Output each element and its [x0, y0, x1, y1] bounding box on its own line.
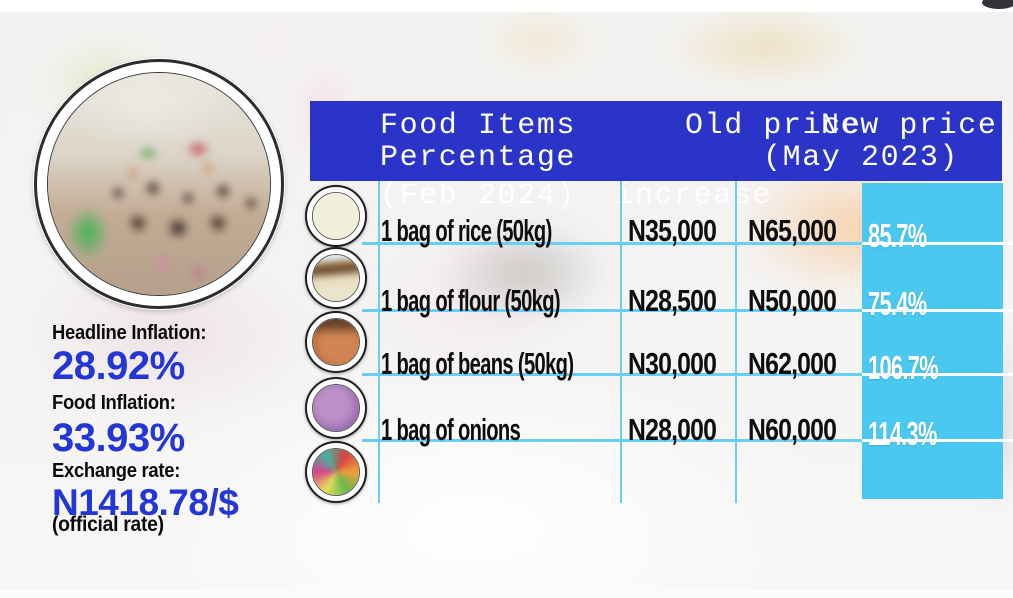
beans-icon [305, 311, 367, 373]
header-percentage: Percentage [380, 141, 577, 175]
header-feb-2024-increase: (Feb 2024) increase [380, 179, 773, 213]
row4-item: 1 bag of onions [381, 412, 521, 447]
header-may-2023: (May 2023) [763, 141, 960, 175]
header-food-items: Food Items [380, 109, 577, 143]
peppers-icon [305, 441, 367, 503]
row3-item: 1 bag of beans (50kg) [381, 346, 574, 381]
row2-old-price: N28,500 [628, 283, 717, 318]
row2-percent: 75.4% [868, 285, 927, 322]
header-new-price: New price [821, 109, 998, 143]
food-inflation-label: Food Inflation: [52, 392, 176, 414]
grid-vline-3 [735, 181, 737, 503]
headline-inflation-label: Headline Inflation: [52, 322, 207, 344]
grid-vline-2 [620, 181, 622, 503]
row1-new-price: N65,000 [748, 213, 837, 248]
percentage-column-band [862, 183, 1003, 499]
exchange-rate-note: (official rate) [52, 513, 164, 536]
flour-icon [305, 247, 367, 309]
grid-hline-row4 [362, 439, 1013, 442]
row3-old-price: N30,000 [628, 346, 717, 381]
row1-percent: 85.7% [868, 217, 927, 254]
row3-new-price: N62,000 [748, 346, 837, 381]
row4-old-price: N28,000 [628, 412, 717, 447]
food-inflation-value: 33.93% [52, 416, 185, 460]
row4-percent: 114.3% [868, 415, 937, 452]
crowd-photo [47, 72, 271, 296]
grid-vline-1 [378, 181, 380, 503]
row1-old-price: N35,000 [628, 213, 717, 248]
header-old-price: Old price [685, 109, 862, 143]
bottom-white-strip [0, 590, 1013, 598]
row4-new-price: N60,000 [748, 412, 837, 447]
table-header-bar: Food Items Old price New price Percentag… [310, 101, 1002, 181]
grid-hline-row2 [362, 309, 1013, 312]
row2-new-price: N50,000 [748, 283, 837, 318]
rice-icon [305, 185, 367, 247]
headline-inflation-value: 28.92% [52, 344, 185, 388]
corner-photo-fragment [982, 0, 1013, 9]
grid-hline-row3 [362, 373, 1013, 376]
onions-icon [305, 377, 367, 439]
grid-hline-row1 [362, 242, 1013, 245]
row1-item: 1 bag of rice (50kg) [381, 213, 552, 248]
row2-item: 1 bag of flour (50kg) [381, 283, 561, 318]
top-white-strip [0, 0, 1013, 12]
crowd-photo-circle [34, 59, 284, 309]
exchange-rate-label: Exchange rate: [52, 460, 181, 482]
exchange-rate-value: N1418.78/$ [52, 482, 239, 523]
row3-percent: 106.7% [868, 349, 939, 386]
